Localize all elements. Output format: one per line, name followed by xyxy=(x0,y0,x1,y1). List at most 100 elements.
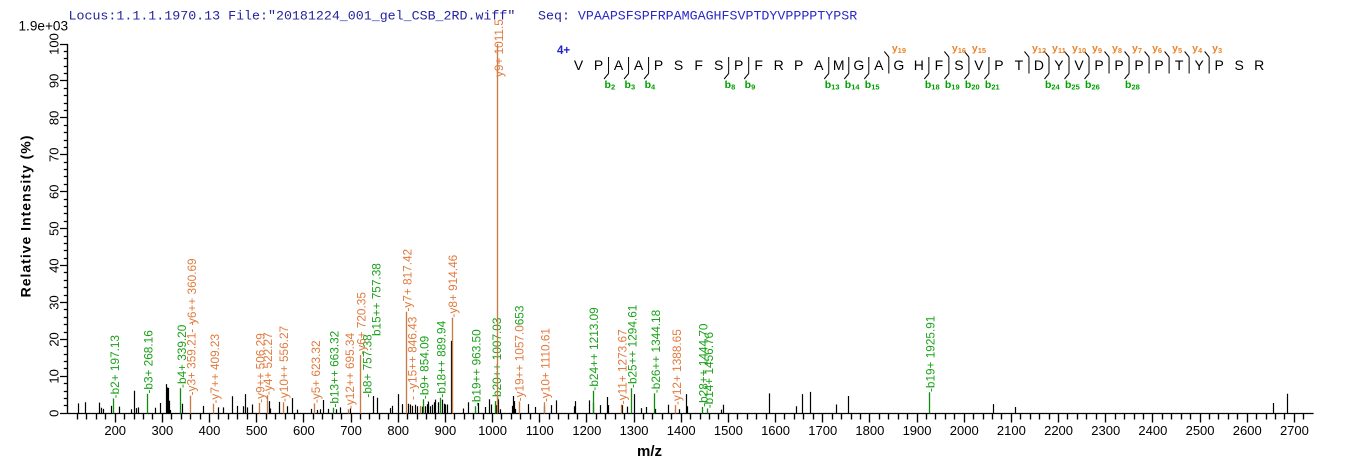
svg-text:2500: 2500 xyxy=(1186,423,1215,438)
svg-text:y7: y7 xyxy=(1132,43,1142,56)
svg-text:y15: y15 xyxy=(972,43,986,56)
svg-text:-y8+ 914.46: -y8+ 914.46 xyxy=(446,254,460,317)
svg-text:T: T xyxy=(1175,57,1184,73)
svg-text:-y12++ 695.34: -y12++ 695.34 xyxy=(343,333,357,410)
svg-text:P: P xyxy=(994,57,1003,73)
svg-text:2200: 2200 xyxy=(1044,423,1073,438)
svg-text:-b26++ 1344.18: -b26++ 1344.18 xyxy=(649,309,663,393)
svg-text:2000: 2000 xyxy=(950,423,979,438)
svg-text:b15++ 757.38: b15++ 757.38 xyxy=(370,263,384,336)
svg-text:-y10+ 1110.61: -y10+ 1110.61 xyxy=(539,328,553,402)
svg-text:40: 40 xyxy=(47,258,62,272)
svg-text:b21: b21 xyxy=(985,79,1000,92)
svg-text:300: 300 xyxy=(152,423,174,438)
svg-text:b4: b4 xyxy=(645,79,656,92)
svg-text:-b19++ 963.50: -b19++ 963.50 xyxy=(469,329,483,406)
svg-text:y5: y5 xyxy=(1172,43,1182,56)
svg-text:b19: b19 xyxy=(945,79,960,92)
svg-text:m/z: m/z xyxy=(637,443,662,460)
svg-text:y3: y3 xyxy=(1212,43,1222,56)
svg-text:1600: 1600 xyxy=(761,423,790,438)
svg-text:-y4+ 522.27: -y4+ 522.27 xyxy=(261,332,275,395)
svg-text:P: P xyxy=(794,57,803,73)
svg-text:b20: b20 xyxy=(965,79,980,92)
svg-text:900: 900 xyxy=(435,423,457,438)
svg-text:S: S xyxy=(714,57,723,73)
svg-text:G: G xyxy=(853,57,864,73)
svg-text:1300: 1300 xyxy=(620,423,649,438)
svg-text:Locus:1.1.1.1970.13 File:"2018: Locus:1.1.1.1970.13 File:"20181224_001_g… xyxy=(69,9,516,24)
svg-text:50: 50 xyxy=(47,221,62,235)
svg-text:b26: b26 xyxy=(1085,79,1100,92)
svg-text:P: P xyxy=(1214,57,1223,73)
svg-text:-b24++ 1213.09: -b24++ 1213.09 xyxy=(587,307,601,390)
svg-text:-y10++ 556.27: -y10++ 556.27 xyxy=(277,326,291,402)
svg-text:P: P xyxy=(1134,57,1143,73)
svg-text:b2: b2 xyxy=(605,79,616,92)
svg-text:1800: 1800 xyxy=(855,423,884,438)
svg-text:-b9+ 854.09: -b9+ 854.09 xyxy=(418,336,432,399)
svg-text:-b14+ 1456.76: -b14+ 1456.76 xyxy=(702,331,716,408)
svg-text:P: P xyxy=(654,57,663,73)
svg-text:y12: y12 xyxy=(1032,43,1046,56)
svg-text:-b4+ 339.20: -b4+ 339.20 xyxy=(175,324,189,388)
svg-text:1500: 1500 xyxy=(714,423,743,438)
svg-text:y6: y6 xyxy=(1152,43,1162,56)
svg-text:30: 30 xyxy=(47,295,62,309)
svg-text:b24: b24 xyxy=(1045,79,1061,92)
svg-text:10: 10 xyxy=(47,369,62,383)
svg-text:R: R xyxy=(1254,57,1264,73)
svg-text:F: F xyxy=(754,57,763,73)
svg-text:-b13++ 663.32: -b13++ 663.32 xyxy=(328,331,342,408)
svg-text:P: P xyxy=(734,57,743,73)
svg-text:P: P xyxy=(1094,57,1103,73)
svg-text:800: 800 xyxy=(387,423,409,438)
svg-text:400: 400 xyxy=(199,423,221,438)
svg-text:H: H xyxy=(914,57,924,73)
svg-text:S: S xyxy=(674,57,683,73)
svg-text:20: 20 xyxy=(47,332,62,346)
svg-text:1700: 1700 xyxy=(808,423,837,438)
svg-text:2700: 2700 xyxy=(1280,423,1309,438)
svg-text:b3: b3 xyxy=(625,79,636,92)
svg-text:V: V xyxy=(974,57,984,73)
svg-text:2300: 2300 xyxy=(1091,423,1120,438)
svg-text:P: P xyxy=(594,57,603,73)
svg-text:P: P xyxy=(1114,57,1123,73)
svg-text:-y9++ 506.29: -y9++ 506.29 xyxy=(254,333,268,403)
svg-text:A: A xyxy=(814,57,824,73)
svg-text:-y5+ 623.32: -y5+ 623.32 xyxy=(309,340,323,403)
svg-text:- -y15++ 846.43: - -y15++ 846.43 xyxy=(406,316,420,400)
svg-text:-y19++ 1057.0: -y19++ 1057.0 xyxy=(513,325,527,402)
svg-text:1.9e+03: 1.9e+03 xyxy=(19,18,69,33)
svg-text:Seq: VPAAPSFSPFRPAMGAGHFSVPTDY: Seq: VPAAPSFSPFRPAMGAGHFSVPTDYVPPPPTYPSR xyxy=(538,9,857,24)
svg-text:y16: y16 xyxy=(952,43,966,56)
svg-text:200: 200 xyxy=(104,423,126,438)
svg-text:Y: Y xyxy=(1054,57,1064,73)
svg-text:-b3+ 268.16: -b3+ 268.16 xyxy=(141,330,155,394)
svg-text:1000: 1000 xyxy=(478,423,507,438)
svg-text:Relative Intensity (%): Relative Intensity (%) xyxy=(18,135,34,298)
svg-text:-y6+ 720.35: -y6+ 720.35 xyxy=(355,292,369,355)
svg-text:4+: 4+ xyxy=(557,45,570,57)
svg-text:S: S xyxy=(954,57,963,73)
svg-text:V: V xyxy=(574,57,584,73)
svg-text:b25: b25 xyxy=(1065,79,1080,92)
svg-text:90: 90 xyxy=(47,74,62,88)
svg-text:2400: 2400 xyxy=(1138,423,1167,438)
svg-text:y6++ 360.69: y6++ 360.69 xyxy=(185,258,199,324)
svg-text:y10: y10 xyxy=(1072,43,1086,56)
svg-text:b8: b8 xyxy=(725,79,736,92)
svg-text:1100: 1100 xyxy=(526,423,554,438)
svg-text:D: D xyxy=(1034,57,1044,73)
svg-text:100: 100 xyxy=(47,33,62,55)
svg-text:y9+ 1011.5: y9+ 1011.5 xyxy=(492,19,506,77)
svg-text:b14: b14 xyxy=(845,79,861,92)
svg-text:A: A xyxy=(634,57,644,73)
svg-text:y19: y19 xyxy=(892,43,906,56)
svg-text:2100: 2100 xyxy=(997,423,1026,438)
svg-text:653: 653 xyxy=(513,305,527,325)
svg-text:F: F xyxy=(935,57,944,73)
svg-text:b13: b13 xyxy=(825,79,840,92)
svg-text:b15: b15 xyxy=(865,79,880,92)
